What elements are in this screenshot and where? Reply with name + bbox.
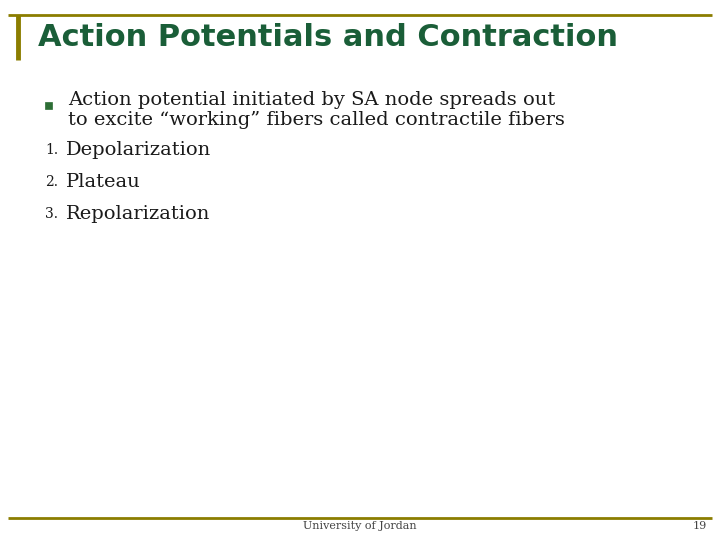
Text: University of Jordan: University of Jordan — [303, 521, 417, 531]
Text: Repolarization: Repolarization — [66, 205, 210, 223]
Text: to excite “working” fibers called contractile fibers: to excite “working” fibers called contra… — [68, 111, 565, 129]
Text: Action potential initiated by SA node spreads out: Action potential initiated by SA node sp… — [68, 91, 555, 109]
Bar — [45, 102, 52, 109]
Text: 19: 19 — [693, 521, 707, 531]
Text: 1.: 1. — [45, 143, 58, 157]
Text: 2.: 2. — [45, 175, 58, 189]
Text: Depolarization: Depolarization — [66, 141, 211, 159]
Text: 3.: 3. — [45, 207, 58, 221]
Text: Action Potentials and Contraction: Action Potentials and Contraction — [38, 24, 618, 52]
Text: Plateau: Plateau — [66, 173, 140, 191]
